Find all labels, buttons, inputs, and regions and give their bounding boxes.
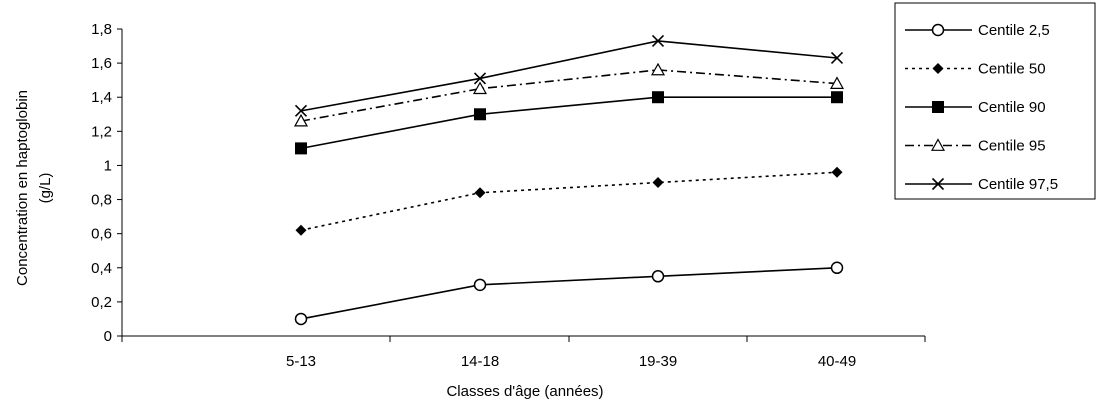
series-layer [293, 34, 845, 326]
data-point [295, 142, 307, 155]
legend-label: Centile 90 [978, 99, 1046, 116]
legend-label: Centile 2,5 [978, 22, 1050, 39]
x-tick-label: 14-18 [461, 353, 499, 370]
data-point [472, 81, 488, 95]
y-tick-label: 1,4 [91, 89, 112, 106]
series-1 [294, 261, 844, 326]
legend: Centile 2,5 Centile 50 Centile 90 Centile 9… [894, 2, 1096, 200]
series-line [300, 40, 838, 112]
x-tick-label: 5-13 [286, 353, 316, 370]
legend-item: Centile 95 [905, 138, 1046, 155]
x-axis-label: Classes d'âge (années) [446, 383, 603, 400]
series-line [300, 171, 838, 232]
data-point [652, 177, 664, 188]
data-point [830, 261, 844, 275]
legend-box [894, 2, 1096, 200]
data-point [831, 91, 843, 104]
legend-marker [932, 63, 944, 74]
legend-item: Centile 50 [905, 61, 1046, 78]
series-3 [295, 91, 843, 155]
y-tick-label: 1,2 [91, 123, 112, 140]
legend-item: Centile 90 [905, 99, 1046, 116]
series-5 [294, 34, 844, 117]
data-point [293, 113, 309, 127]
data-point [294, 312, 308, 326]
axes: 0 0,2 0,4 0,6 0,8 1 1,2 1,4 1,6 1,8 5-13 14-18 19-39… [91, 21, 926, 370]
data-point [651, 270, 665, 283]
legend-marker [931, 23, 945, 37]
legend-item: Centile 2,5 [905, 22, 1050, 39]
series-line [300, 69, 838, 122]
legend-item: Centile 97,5 [905, 176, 1058, 193]
legend-marker [932, 101, 944, 113]
data-point [295, 224, 307, 236]
y-tick-label: 1 [104, 157, 112, 174]
series-line [300, 266, 838, 320]
y-tick-label: 0,6 [91, 226, 112, 243]
y-tick-label: 1,8 [91, 21, 112, 38]
y-axis-label-line1: Concentration en haptoglobin [14, 90, 31, 286]
series-4 [293, 62, 845, 127]
legend-marker [931, 177, 945, 191]
data-point [652, 91, 664, 104]
y-tick-label: 0,8 [91, 192, 112, 209]
legend-label: Centile 50 [978, 61, 1046, 78]
y-tick-label: 0,2 [91, 294, 112, 311]
data-point [473, 278, 487, 292]
data-point [830, 51, 844, 65]
data-point [474, 187, 486, 199]
data-point [829, 76, 845, 89]
x-tick-label: 19-39 [639, 353, 677, 370]
data-point [831, 166, 843, 178]
y-tick-label: 0 [104, 328, 112, 345]
legend-label: Centile 97,5 [978, 176, 1058, 193]
series-2 [295, 166, 843, 236]
data-point [651, 34, 665, 48]
data-point [474, 108, 486, 121]
x-tick-label: 40-49 [818, 353, 856, 370]
legend-label: Centile 95 [978, 138, 1046, 155]
legend-marker [930, 138, 946, 151]
series-line [300, 96, 837, 150]
y-tick-label: 1,6 [91, 55, 112, 72]
data-point [650, 62, 666, 76]
data-point [294, 104, 308, 117]
y-axis-label-line2: (g/L) [37, 173, 54, 204]
data-point [473, 72, 487, 85]
y-tick-label: 0,4 [91, 260, 112, 277]
